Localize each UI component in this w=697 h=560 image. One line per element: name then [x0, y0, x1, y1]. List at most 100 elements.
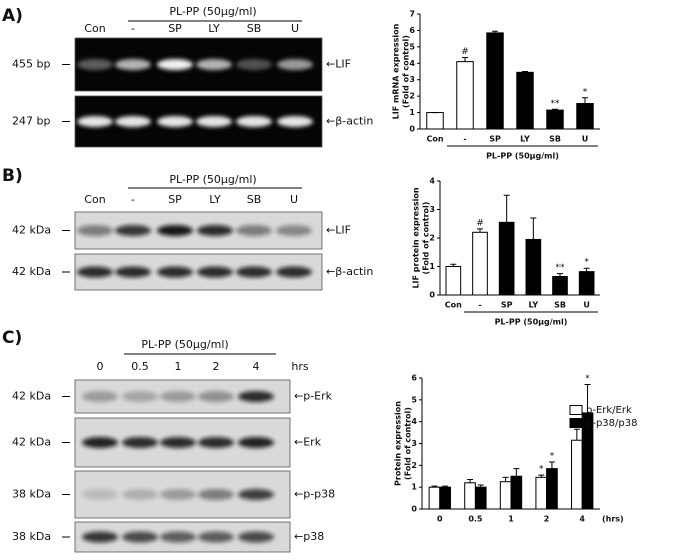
lane-label: 4 [253, 360, 260, 373]
treatment-label: PL-PP (50µg/ml) [169, 5, 256, 18]
size-label: 42 kDa [12, 224, 51, 237]
lane-label: 0 [97, 360, 104, 373]
significance-mark: ** [551, 99, 561, 109]
band [122, 531, 158, 543]
size-label: 42 kDa [12, 436, 51, 449]
bar [552, 275, 568, 296]
size-label: 38 kDa [12, 530, 51, 543]
treatment-label: PL-PP (50µg/ml) [141, 338, 228, 351]
panel-label: A) [2, 6, 23, 26]
lane-label: U [290, 193, 298, 206]
band [82, 531, 118, 543]
target-label: ←LIF [326, 58, 351, 71]
band [82, 489, 118, 500]
band [122, 391, 158, 402]
y-tick-label: 1 [411, 483, 417, 492]
x-tick-label: - [478, 301, 481, 310]
error-bar [557, 273, 563, 277]
significance-mark: * [583, 87, 588, 97]
error-bar [462, 57, 468, 62]
size-label: 38 kDa [12, 488, 51, 501]
y-axis-label: LIF protein expression [412, 187, 421, 288]
y-tick-label: 3 [409, 75, 415, 84]
y-tick-label: 1 [429, 262, 435, 271]
error-bar [573, 428, 580, 441]
size-label: 455 bp [12, 58, 50, 71]
target-label: ←p38 [294, 530, 324, 543]
bar [439, 486, 451, 510]
bar [456, 61, 474, 130]
x-tick-label: U [582, 135, 589, 144]
x-tick-label: LY [520, 135, 530, 144]
x-tick-label: 1 [508, 515, 514, 524]
significance-mark: ** [556, 263, 566, 273]
y-tick-label: 1 [409, 108, 415, 117]
lane-label: SB [247, 193, 262, 206]
bar [472, 231, 488, 296]
lane-label: SP [168, 193, 182, 206]
size-label: 42 kDa [12, 265, 51, 278]
lane-label: LY [208, 22, 220, 35]
size-label: 42 kDa [12, 390, 51, 403]
band [82, 391, 118, 402]
bar [499, 481, 512, 510]
band [77, 116, 113, 127]
error-bar [492, 30, 498, 33]
target-label: ←p-Erk [294, 390, 333, 403]
x-tick-label: Con [426, 135, 443, 144]
error-bar [431, 485, 438, 488]
bar [428, 486, 441, 510]
lane-label: SB [247, 22, 262, 35]
error-bar [467, 479, 474, 483]
bar [571, 439, 583, 510]
band [276, 225, 312, 236]
y-tick-label: 0 [411, 505, 417, 514]
x-tick-label: SB [549, 135, 561, 144]
target-label: ←LIF [326, 224, 351, 237]
x-tick-label: SP [489, 135, 501, 144]
y-tick-label: 2 [429, 234, 435, 243]
band [238, 391, 274, 402]
legend-label: p-p38/p38 [586, 418, 637, 429]
bar [486, 32, 504, 130]
legend-label: p-Erk/Erk [586, 405, 632, 416]
significance-mark: # [476, 218, 484, 228]
y-axis-label: (Fold of control) [422, 202, 431, 275]
x-tick-label: 2 [544, 515, 550, 524]
legend-swatch [569, 418, 583, 428]
lane-label: 0.5 [131, 360, 149, 373]
error-bar [583, 267, 590, 272]
band [198, 437, 234, 448]
bar [426, 112, 444, 130]
x-tick-label: 0 [437, 515, 443, 524]
significance-mark: # [461, 47, 469, 57]
band [198, 489, 234, 500]
band [82, 437, 118, 448]
error-bar [584, 384, 591, 413]
x-tick-label: SP [501, 301, 513, 310]
bar [445, 266, 462, 296]
target-label: ←p-p38 [294, 488, 335, 501]
error-bar [582, 97, 588, 104]
significance-mark: * [585, 374, 590, 384]
treatment-label: PL-PP (50µg/ml) [169, 173, 256, 186]
band [197, 225, 233, 236]
error-bar [522, 71, 528, 73]
size-label: 247 bp [12, 115, 50, 128]
bar [578, 271, 595, 296]
x-tick-label: Con [445, 301, 462, 310]
lane-label: - [131, 193, 135, 206]
group-label: PL-PP (50µg/ml) [486, 152, 559, 161]
band [157, 59, 193, 70]
band [160, 437, 196, 448]
x-tick-label: - [463, 135, 466, 144]
band [160, 391, 196, 402]
band [198, 391, 234, 402]
x-tick-label: 0.5 [468, 515, 483, 524]
band [122, 437, 158, 448]
band [160, 489, 196, 500]
band [236, 266, 272, 278]
band [77, 266, 113, 278]
band [238, 489, 274, 500]
